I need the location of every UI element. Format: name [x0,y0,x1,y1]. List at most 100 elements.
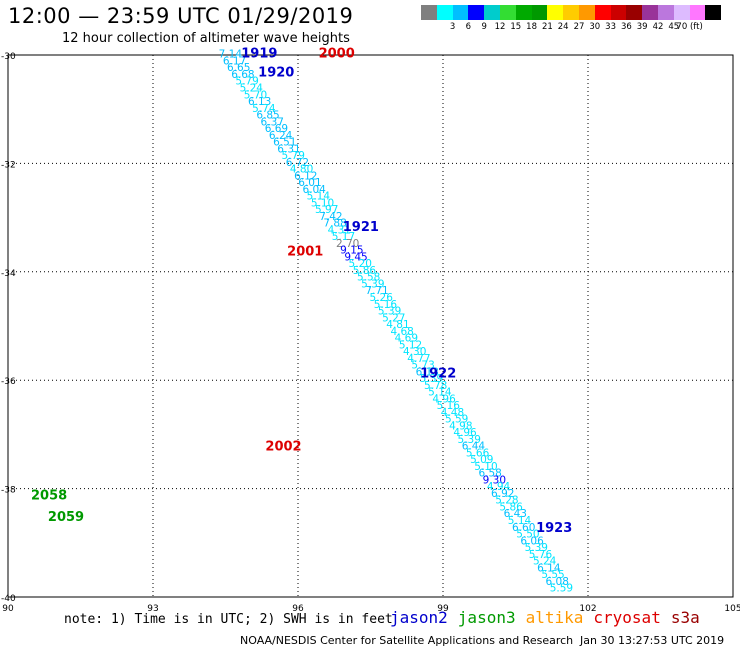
wave-height-value: 6.13 [248,96,271,108]
legend-label: 33 [605,22,617,32]
wave-height-value: 5.79 [282,150,305,162]
legend-swatch [689,5,706,20]
lon-tick-label: 93 [147,604,158,614]
wave-height-value: 5.14 [508,515,532,527]
wave-height-value: 6.14 [537,562,561,574]
wave-height-value: 5.59 [550,583,573,595]
wave-height-value: 6.43 [504,508,527,520]
wave-height-value: 4.80 [290,164,313,176]
lon-tick-label: 102 [579,604,596,614]
legend-swatch [563,5,579,20]
legend-swatch [499,5,516,20]
wave-height-value: 9.15 [340,245,363,257]
satellite-name-altika: altika [525,608,584,627]
wave-height-value: 5.86 [499,501,523,513]
pass-label: 2058 [31,488,67,503]
legend-swatch [547,5,564,20]
wave-height-value: 2.70 [336,238,359,250]
legend-label: 27 [573,22,585,32]
wave-height-value: 5.09 [470,454,493,466]
wave-height-value: 5.24 [533,556,557,568]
wave-height-value: 5.12 [399,339,422,351]
lon-tick-label: 99 [437,604,449,614]
legend-swatch [515,5,532,20]
wave-height-value: 5.39 [420,373,443,385]
legend-label: 12 [494,22,506,32]
wave-height-value: 6.92 [491,488,514,500]
lat-tick-label: -36 [1,377,16,387]
wave-height-value: 6.24 [269,130,293,142]
wave-height-value: 5.14 [428,387,452,399]
wave-height-value: 6.68 [231,69,254,81]
wave-height-value: 6.65 [227,62,250,74]
wave-height-value: 4.94 [487,481,511,493]
wave-height-value: 4.68 [390,326,413,338]
legend-label: 21 [541,22,553,32]
wave-height-value: 6.69 [265,123,288,135]
legend-label: 15 [510,22,522,32]
wave-height-value: 9.30 [483,474,506,486]
map-subtitle: 12 hour collection of altimeter wave hei… [62,31,350,46]
wave-height-value: 5.10 [474,461,497,473]
legend-label: 30 [589,22,601,32]
legend-label: 6 [465,22,472,32]
wave-height-value: 6.01 [298,177,321,189]
wave-height-value: 5.16 [374,299,398,311]
pass-label: 2001 [287,245,323,260]
satellite-name-jason2: jason2 [390,608,448,627]
credit-line: NOAA/NESDIS Center for Satellite Applica… [240,634,574,647]
wave-height-value: 5.74 [252,103,276,115]
wave-height-value: 7.88 [323,218,346,230]
wave-height-value: 5.70 [244,89,267,101]
wave-height-value: 5.97 [315,204,338,216]
lat-tick-label: -40 [1,594,16,604]
legend-swatch [436,5,453,20]
pass-label: 1923 [536,521,572,536]
wave-height-value: 5.24 [240,82,264,94]
legend-label: 36 [620,22,632,32]
wave-height-value: 4.81 [386,319,409,331]
wave-height-value: 6.13 [416,366,439,378]
legend-label: 39 [636,22,648,32]
legend-swatch [673,5,690,20]
legend-label: 42 [652,22,664,32]
lon-tick-label: 90 [2,604,14,614]
wave-height-value: 5.20 [349,258,372,270]
footnote: note: 1) Time is in UTC; 2) SWH is in fe… [64,612,393,627]
wave-height-value: 5.14 [307,191,331,203]
legend-label: 70 (ft) [676,22,703,32]
wave-height-value: 5.16 [437,400,461,412]
wave-height-value: 6.37 [261,116,284,128]
pass-label: 1920 [258,66,294,81]
wave-height-value: 5.79 [235,76,258,88]
wave-height-value: 5.58 [357,272,380,284]
wave-height-value: 6.58 [478,468,501,480]
legend-swatch [421,5,437,20]
wave-height-value: 4.48 [441,407,464,419]
wave-height-value: 5.86 [353,265,377,277]
wave-height-value: 6.31 [277,143,300,155]
legend-swatch [594,5,611,20]
wave-height-value: 6.51 [273,137,296,149]
satellite-name-s3a: s3a [670,608,700,627]
wave-height-value: 6.12 [294,170,317,182]
legend-labels: 3 6 9 12 15 18 21 24 27 30 33 36 39 42 45 70 (ft) [421,20,721,34]
wave-height-value: 5.26 [370,292,394,304]
legend-swatch [468,5,485,20]
wave-height-value: 5.66 [466,447,490,459]
wave-height-value: 5.39 [378,306,401,318]
wave-height-value: 6.08 [546,576,569,588]
legend-swatch [610,5,627,20]
legend-swatch [657,5,674,20]
wave-height-value: 6.04 [302,184,326,196]
wave-height-value: 6.60 [512,522,535,534]
wave-height-value: 7.42 [319,211,342,223]
legend-swatch [452,5,469,20]
wave-height-value: 5.10 [311,197,334,209]
wave-height-value: 5.50 [516,529,539,541]
wave-height-value: 5.39 [458,434,481,446]
wave-height-value: 6.17 [223,55,246,67]
legend-label: 24 [557,22,569,32]
legend-swatch [578,5,595,20]
